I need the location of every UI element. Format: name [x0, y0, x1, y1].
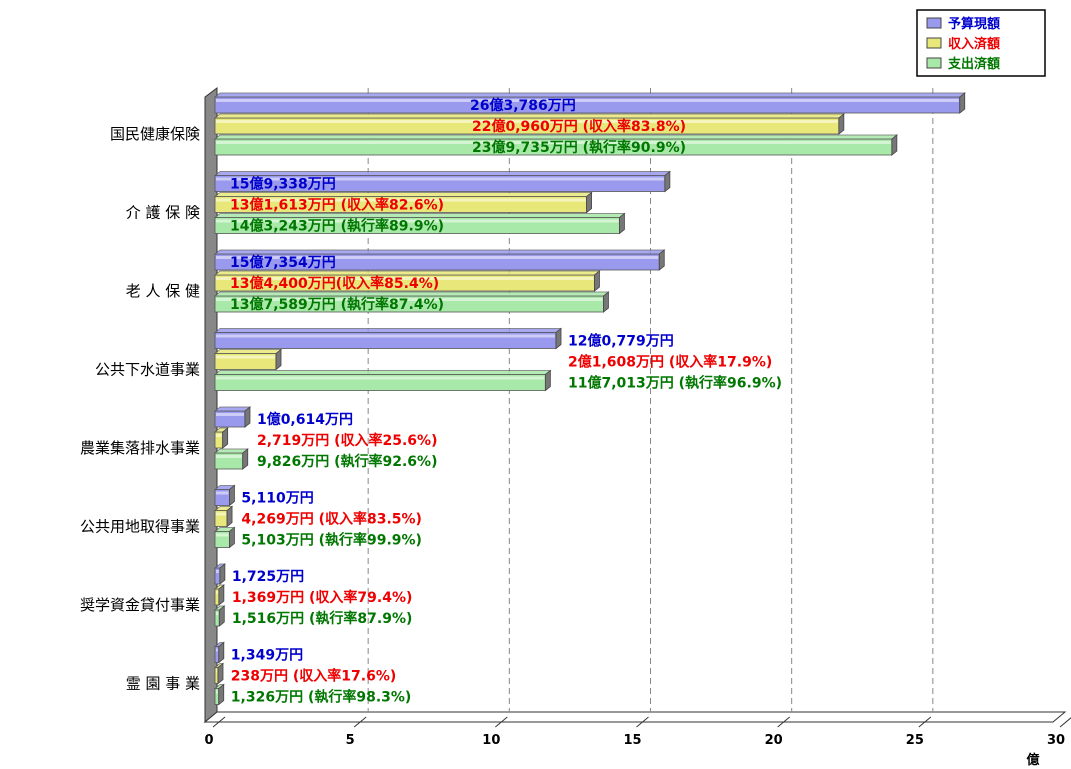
data-label: 5,110万円 [241, 491, 313, 507]
data-label: 1,516万円 (執行率87.9%) [232, 610, 413, 627]
category-label: 公共用地取得事業 [80, 518, 200, 536]
x-tick-label: 0 [204, 733, 213, 748]
legend-swatch [926, 17, 942, 29]
tick-mark [918, 716, 932, 728]
bars [213, 92, 966, 706]
data-label: 15億9,338万円 [230, 176, 336, 193]
tick-mark [495, 716, 508, 728]
data-label: 1,369万円 (収入率79.4%) [232, 589, 413, 606]
tick-mark [1059, 717, 1071, 728]
x-axis-unit-label: 億 [1026, 752, 1039, 768]
data-labels: 26億3,786万円 22億0,960万円 (収入率83.8%) 23億9,735万… [230, 97, 782, 706]
bar [213, 348, 283, 371]
data-label: 15億7,354万円 [230, 254, 336, 271]
bar [213, 134, 898, 156]
category-label: 霊 園 事 業 [126, 675, 200, 693]
x-axis-ticks: 0 5 10 15 20 25 30 [204, 716, 1071, 748]
legend-label: 収入済額 [948, 36, 1000, 52]
bar [213, 605, 226, 627]
data-label: 2,719万円 (収入率25.6%) [257, 432, 438, 449]
data-label: 238万円 (収入率17.6%) [231, 668, 396, 685]
floor [203, 711, 1067, 723]
legend-label: 予算現額 [948, 16, 1000, 32]
bar [213, 191, 593, 214]
data-label: 23億9,735万円 (執行率90.9%) [472, 139, 686, 156]
data-label: 13億4,400万円(収入率85.4%) [230, 275, 439, 292]
bar [213, 584, 226, 606]
bar [213, 327, 563, 350]
bar [213, 505, 234, 528]
category-label: 介 護 保 険 [126, 204, 200, 222]
x-tick-label: 15 [623, 733, 641, 748]
data-label: 2億1,608万円 (収入率17.9%) [568, 354, 772, 371]
category-label: 奨学資金貸付事業 [80, 596, 200, 614]
data-label: 1,326万円 (執行率98.3%) [231, 689, 412, 706]
bar [213, 526, 236, 549]
bar [213, 563, 227, 585]
data-label: 1,725万円 [232, 569, 304, 585]
tick-mark [636, 716, 649, 728]
x-tick-label: 25 [906, 733, 924, 748]
bar [213, 448, 249, 470]
category-label: 公共下水道事業 [95, 361, 200, 379]
data-label: 1,349万円 [231, 648, 303, 664]
bar [213, 113, 845, 135]
legend-swatch [926, 57, 942, 69]
data-label: 13億7,589万円 (執行率87.4%) [230, 296, 444, 313]
bar [213, 170, 672, 193]
data-label: 22億0,960万円 (収入率83.8%) [472, 118, 686, 135]
bar [213, 406, 252, 428]
x-tick-label: 30 [1047, 733, 1065, 748]
bar [213, 683, 225, 706]
category-label: 老 人 保 健 [126, 282, 200, 300]
data-label: 26億3,786万円 [470, 97, 576, 114]
bar [213, 92, 966, 114]
bar [213, 427, 229, 449]
tick-mark [777, 716, 790, 728]
bar [213, 291, 610, 313]
grid-lines [367, 88, 934, 712]
bar [213, 662, 225, 685]
tick-mark [212, 716, 226, 728]
bar [213, 369, 552, 392]
category-label: 農業集落排水事業 [80, 439, 200, 457]
tick-mark [353, 716, 367, 728]
data-label: 1億0,614万円 [257, 411, 353, 428]
bar [213, 641, 225, 664]
x-tick-label: 10 [482, 733, 500, 748]
category-label: 国民健康保険 [110, 125, 200, 143]
data-label: 5,103万円 (執行率99.9%) [241, 532, 422, 549]
bar [213, 270, 601, 292]
x-tick-label: 20 [765, 733, 783, 748]
data-label: 4,269万円 (収入率83.5%) [241, 511, 422, 528]
data-label: 12億0,779万円 [568, 333, 674, 350]
data-label: 14億3,243万円 (執行率89.9%) [230, 218, 444, 235]
data-label: 13億1,613万円 (収入率82.6%) [230, 197, 444, 214]
bar [213, 212, 626, 235]
x-tick-label: 5 [346, 733, 355, 748]
data-label: 11億7,013万円 (執行率96.9%) [568, 375, 782, 392]
data-label: 9,826万円 (執行率92.6%) [257, 453, 438, 470]
legend-swatch [926, 37, 942, 49]
legend-label: 支出済額 [947, 56, 1000, 72]
bar [213, 249, 666, 271]
bar [213, 484, 236, 507]
